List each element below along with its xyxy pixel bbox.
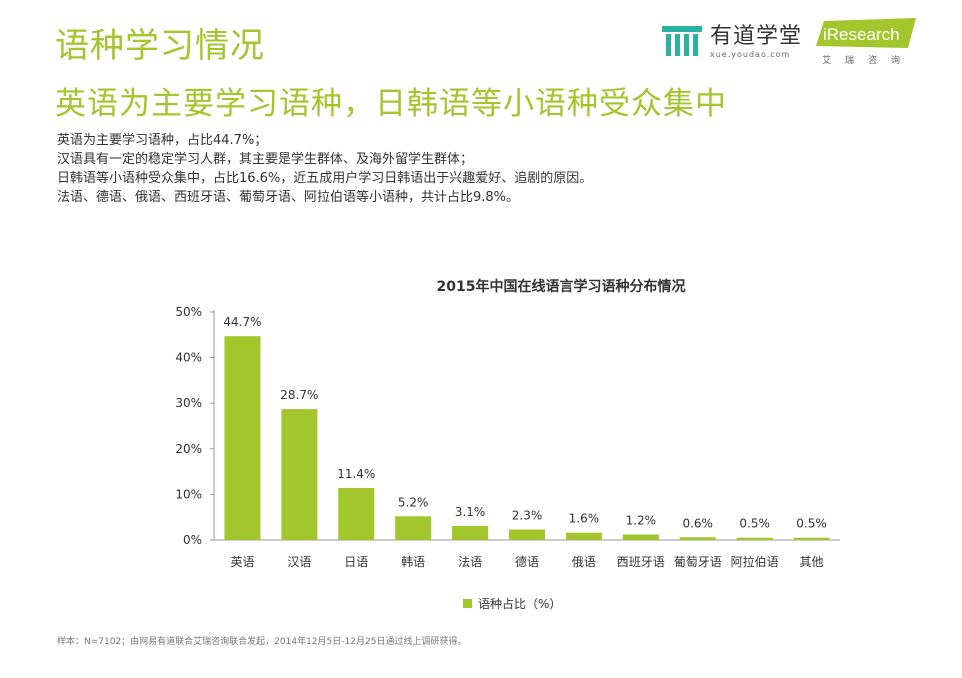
- summary-line: 日韩语等小语种受众集中，占比16.6%，近五成用户学习日韩语出于兴趣爱好、追剧的…: [57, 171, 593, 186]
- x-tick-label: 日语: [344, 555, 368, 569]
- y-tick-label: 0%: [183, 533, 202, 547]
- summary-line: 法语、德语、俄语、西班牙语、葡萄牙语、阿拉伯语等小语种，共计占比9.8%。: [57, 190, 520, 205]
- summary-text: 英语为主要学习语种，占比44.7%； 汉语具有一定的稳定学习人群，其主要是学生群…: [57, 131, 592, 207]
- data-label: 44.7%: [223, 315, 261, 329]
- iresearch-logo: iResearch 艾瑞咨询: [816, 18, 916, 66]
- x-tick-label: 汉语: [287, 555, 311, 569]
- data-label: 28.7%: [280, 388, 318, 402]
- y-tick-label: 50%: [175, 305, 202, 319]
- data-label: 5.2%: [398, 495, 429, 509]
- iresearch-badge-text: iResearch: [823, 25, 900, 44]
- bar: [622, 534, 659, 540]
- y-tick-label: 40%: [175, 351, 202, 365]
- bar: [395, 516, 432, 540]
- summary-line: 英语为主要学习语种，占比44.7%；: [57, 133, 268, 148]
- data-label: 2.3%: [512, 509, 543, 523]
- section-title: 语种学习情况: [55, 26, 265, 66]
- bar: [679, 537, 716, 540]
- data-label: 0.5%: [796, 517, 827, 531]
- x-tick-label: 法语: [458, 555, 482, 569]
- bar: [224, 336, 261, 540]
- data-label: 11.4%: [337, 467, 375, 481]
- x-tick-label: 俄语: [572, 555, 596, 569]
- bar: [338, 488, 375, 540]
- x-tick-label: 其他: [800, 555, 824, 569]
- x-tick-label: 韩语: [401, 554, 425, 569]
- x-tick-label: 德语: [515, 554, 539, 569]
- data-label: 3.1%: [455, 505, 486, 519]
- bar: [281, 409, 318, 540]
- summary-line: 汉语具有一定的稳定学习人群，其主要是学生群体、及海外留学生群体；: [57, 152, 474, 167]
- chart-title: 2015年中国在线语言学习语种分布情况: [436, 279, 686, 295]
- x-tick-label: 西班牙语: [617, 555, 665, 569]
- youdao-logo: 有道学堂 xue.youdao.com: [662, 24, 802, 59]
- data-label: 0.5%: [739, 517, 770, 531]
- iresearch-badge: iResearch: [816, 18, 916, 48]
- bar: [793, 537, 830, 540]
- bar: [509, 529, 545, 540]
- chart-legend: 语种占比（%）: [463, 595, 561, 612]
- y-tick-label: 10%: [175, 487, 202, 501]
- youdao-logo-url: xue.youdao.com: [710, 50, 791, 59]
- legend-label: 语种占比（%）: [478, 597, 562, 611]
- y-tick-label: 20%: [175, 442, 202, 456]
- data-label: 0.6%: [682, 516, 713, 530]
- headline: 英语为主要学习语种，日韩语等小语种受众集中: [55, 86, 727, 122]
- x-tick-label: 阿拉伯语: [731, 554, 779, 569]
- data-label: 1.6%: [569, 512, 600, 526]
- bar: [565, 532, 602, 540]
- iresearch-subtitle: 艾瑞咨询: [822, 56, 915, 66]
- youdao-logo-icon: [662, 26, 702, 56]
- legend-swatch: [463, 599, 472, 608]
- y-tick-label: 30%: [175, 396, 202, 410]
- footnote: 样本：N=7102；由网易有道联合艾瑞咨询联合发起，2014年12月5日-12月…: [57, 637, 467, 647]
- youdao-logo-name: 有道学堂: [710, 24, 803, 49]
- x-tick-label: 英语: [230, 555, 254, 569]
- bar: [736, 537, 773, 540]
- data-label: 1.2%: [626, 514, 657, 528]
- x-tick-label: 葡萄牙语: [674, 555, 722, 569]
- bar: [452, 525, 489, 540]
